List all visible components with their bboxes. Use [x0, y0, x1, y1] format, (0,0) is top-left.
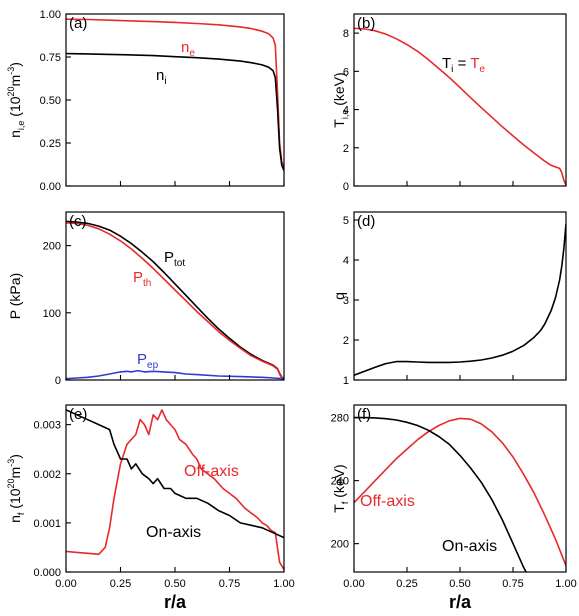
- y-tick-label-e: 0.001: [33, 518, 61, 530]
- x-axis-label-left: r/a: [164, 592, 187, 612]
- x-tick-label-e: 1.00: [273, 578, 294, 590]
- y-tick-label-b: 4: [343, 105, 349, 117]
- y-tick-label-b: 0: [343, 181, 349, 193]
- y-tick-label-a: 0.25: [40, 138, 61, 150]
- y-tick-label-a: 1.00: [40, 9, 61, 21]
- y-tick-label-b: 6: [343, 66, 349, 78]
- panel-label-c: (c): [69, 213, 87, 230]
- panel-a: 0.00 0.25 0.50 0.75 1.00 (a) ni,e (1020m-3) nen…: [6, 9, 285, 193]
- y-tick-label-e: 0.000: [33, 567, 61, 579]
- x-tick-label-e: 0.50: [164, 578, 185, 590]
- annotation-e-1: Off-axis: [184, 463, 239, 480]
- x-tick-label-f: 0.50: [449, 578, 470, 590]
- y-tick-label-b: 8: [343, 28, 349, 40]
- x-tick-label-f: 0.25: [396, 578, 417, 590]
- series-line-a-ni: [66, 52, 284, 171]
- y-axis-label-b: Ti,e (keV): [331, 72, 350, 127]
- x-tick-label-e: 0.25: [110, 578, 131, 590]
- panel-label-e: (e): [69, 406, 87, 423]
- panel-d: 1 2 3 4 5 (d) q: [331, 211, 567, 387]
- annotation-a-1: ne: [181, 39, 195, 59]
- y-tick-label-d: 1: [343, 375, 349, 387]
- y-tick-label-a: 0.00: [40, 181, 61, 193]
- y-tick-label-e: 0.003: [33, 420, 61, 432]
- plot-frame-b: [353, 13, 567, 187]
- series-line-c-Pep: [66, 369, 284, 380]
- y-tick-label-d: 4: [343, 255, 349, 267]
- series-line-b-T: [354, 27, 566, 186]
- y-tick-label-b: 2: [343, 143, 349, 155]
- x-tick-label-f: 0.75: [502, 578, 523, 590]
- y-tick-label-d: 2: [343, 335, 349, 347]
- panel-b: 0 2 4 6 8 (b) Ti,e (keV) Ti​ = Te​: [331, 13, 567, 193]
- y-axis-label-a: ni,e (1020m-3): [6, 62, 26, 138]
- annotation-f-1: Off-axis: [360, 493, 415, 510]
- plot-frame-d: [353, 211, 567, 381]
- annotation-c-1: Ptot: [164, 249, 185, 269]
- y-axis-label-d: q: [331, 292, 347, 300]
- x-tick-label-f: 1.00: [555, 578, 576, 590]
- y-tick-label-a: 0.50: [40, 95, 61, 107]
- series-line-a-ne: [66, 18, 284, 168]
- annotation-e-2: On-axis: [146, 524, 201, 541]
- y-axis-label-c: P (kPa): [7, 273, 23, 319]
- x-tick-label-f: 0.00: [343, 578, 364, 590]
- panel-label-a: (a): [69, 15, 87, 32]
- y-tick-label-a: 0.75: [40, 52, 61, 64]
- y-axis-label-f: Tf (keV): [331, 464, 350, 512]
- panel-label-d: (d): [357, 213, 375, 230]
- y-tick-label-d: 3: [343, 295, 349, 307]
- panel-e: 0.000 0.001 0.002 0.003 0.00 0.25 0.50 0.75 1.00…: [6, 404, 295, 590]
- annotation-f-2: On-axis: [442, 538, 497, 555]
- series-line-e-on: [66, 409, 284, 539]
- x-tick-label-e: 0.75: [219, 578, 240, 590]
- annotation-b-ti-te: Ti​ = Te​: [442, 55, 485, 75]
- annotation-c-2: Pth: [133, 269, 151, 289]
- y-tick-label-f: 280: [331, 413, 349, 425]
- x-axis-label-right: r/a: [449, 592, 472, 612]
- annotation-c-3: Pep: [137, 351, 159, 371]
- x-tick-label-e: 0.00: [55, 578, 76, 590]
- series-line-f-on: [354, 416, 528, 572]
- panel-f: 200 240 280 0.00 0.25 0.50 0.75 1.00 (f) Tf (keV)…: [331, 404, 577, 590]
- y-tick-label-e: 0.002: [33, 469, 61, 481]
- panel-label-f: (f): [357, 406, 371, 423]
- series-line-e-off: [66, 409, 284, 570]
- y-tick-label-c: 0: [55, 375, 61, 387]
- series-line-f-off: [354, 417, 566, 566]
- plot-frame-a: [65, 13, 285, 187]
- y-tick-label-f: 200: [331, 539, 349, 551]
- series-line-c-Pth: [66, 222, 284, 380]
- y-tick-label-c: 100: [43, 308, 61, 320]
- panel-c: 0 100 200 (c) P (kPa) Ptot Pth Pep: [7, 211, 285, 387]
- y-tick-label-c: 200: [43, 241, 61, 253]
- series-line-d-q: [354, 223, 566, 376]
- annotation-a-2: ni: [156, 67, 167, 87]
- y-tick-label-f: 240: [331, 476, 349, 488]
- y-axis-label-e: nf (1020m-3): [6, 454, 26, 523]
- panel-label-b: (b): [357, 15, 375, 32]
- y-tick-label-d: 5: [343, 215, 349, 227]
